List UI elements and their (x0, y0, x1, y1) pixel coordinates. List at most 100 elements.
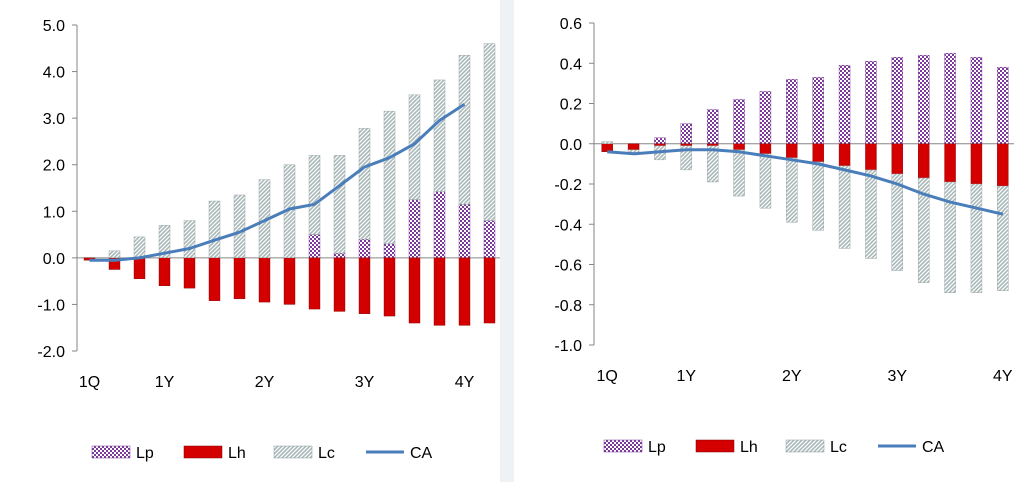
x-tick-label: 1Q (79, 374, 100, 391)
legend-label-lh: Lh (740, 439, 758, 456)
bar-lh (997, 143, 1009, 187)
x-tick-label: 4Y (455, 374, 475, 391)
bar-lc (158, 225, 171, 259)
bar-lh (627, 143, 640, 150)
right-chart-svg: 0.6 0.4 0.2 0.0 -0.2 -0.4 -0.6 -0.8 -1.0 1Q 1Y 2Y 3Y… (554, 16, 1014, 456)
y-tick-label: 0.6 (560, 16, 582, 33)
y-tick-label: 0.0 (43, 251, 65, 268)
bar-lp (308, 234, 321, 259)
legend-label-ca: CA (410, 445, 433, 462)
bar-lh (733, 143, 745, 150)
legend-lh-swatch-icon (695, 439, 735, 453)
bar-lp (733, 99, 745, 144)
bar-lc (108, 250, 121, 259)
bar-lc (601, 141, 613, 144)
y-tick-label: 0.4 (560, 56, 582, 73)
legend-label-lh: Lh (228, 445, 246, 462)
bar-lc (786, 157, 798, 223)
bar-lh (233, 257, 246, 300)
bar-lc (458, 55, 471, 205)
legend-label-lp: Lp (648, 439, 666, 456)
bar-lh (308, 257, 321, 310)
bar-lh (258, 257, 271, 303)
bar-lc (865, 169, 877, 259)
bar-lh (483, 257, 496, 324)
bar-lh (838, 143, 851, 167)
bar-lp (997, 67, 1009, 144)
y-tick-label: -1.0 (37, 297, 65, 314)
bar-lh (183, 257, 196, 289)
bar-lp (383, 243, 396, 259)
bar-lc (233, 194, 246, 259)
bar-lc (208, 200, 221, 259)
bar-lh (383, 257, 396, 317)
y-tick-label: -0.6 (554, 258, 582, 275)
bar-lc (997, 185, 1009, 291)
bar-lp (654, 137, 666, 144)
y-tick-label: 3.0 (43, 111, 65, 128)
bar-lc (706, 145, 719, 183)
bar-lc (733, 149, 745, 197)
bar-lh (283, 257, 296, 305)
bar-lc (970, 183, 983, 293)
y-tick-label: 5.0 (43, 18, 65, 35)
bar-lp (865, 61, 877, 144)
bar-lh (158, 257, 171, 287)
legend-label-lc: Lc (830, 439, 847, 456)
y-tick-label: 0.2 (560, 97, 582, 114)
bar-lh (208, 257, 221, 301)
bar-lh (970, 143, 983, 185)
y-tick-label: -0.2 (554, 177, 582, 194)
y-tick-label: -2.0 (37, 344, 65, 361)
x-tick-label: 1Q (597, 368, 618, 385)
ca-line (89, 102, 466, 262)
bar-lh (654, 143, 666, 146)
bar-lh (358, 257, 371, 314)
y-tick-label: 1.0 (43, 204, 65, 221)
bar-lc (917, 177, 930, 283)
legend-label-ca: CA (922, 439, 945, 456)
bar-lh (786, 143, 798, 159)
x-tick-label: 2Y (255, 374, 275, 391)
x-tick-label: 3Y (355, 374, 375, 391)
bar-lh (706, 143, 719, 146)
y-tick-label: -0.8 (554, 298, 582, 315)
bar-lp (408, 199, 421, 259)
bar-lp (483, 220, 496, 259)
bar-lp (786, 79, 798, 144)
bar-lh (917, 143, 930, 179)
bar-lh (333, 257, 346, 312)
bar-lc (133, 236, 146, 259)
bar-lc (680, 145, 693, 171)
legend-lp-swatch-icon (91, 445, 131, 459)
left-chart-svg: 5.0 4.0 3.0 2.0 1.0 0.0 -1.0 -2.0 1Q 1Y 2Y 3Y 4Y Lp Lh… (37, 18, 500, 462)
bar-lp (358, 239, 371, 259)
legend-lp-swatch-icon (603, 439, 643, 453)
left-chart-panel: 5.0 4.0 3.0 2.0 1.0 0.0 -1.0 -2.0 1Q 1Y 2Y 3Y 4Y Lp Lh… (0, 0, 500, 482)
bar-lh (891, 143, 904, 175)
bar-lc (433, 79, 446, 192)
bar-lc (838, 165, 851, 249)
legend-label-lp: Lp (136, 445, 154, 462)
y-tick-label: 4.0 (43, 65, 65, 82)
bar-lc (183, 220, 196, 259)
legend-lc-swatch-icon (785, 439, 825, 453)
bar-lp (944, 52, 956, 144)
bar-lh (458, 257, 471, 326)
x-tick-label: 1Y (677, 368, 697, 385)
bar-lc (383, 110, 396, 245)
bar-lc (358, 128, 371, 240)
bar-lp (970, 57, 983, 144)
bar-lh (759, 143, 772, 155)
bar-lp (812, 77, 824, 144)
bar-lp (838, 65, 851, 144)
bar-lp (891, 57, 904, 144)
bar-lp (680, 123, 693, 144)
bar-lp (706, 109, 719, 144)
y-tick-label: 2.0 (43, 158, 65, 175)
bar-lc (944, 181, 956, 293)
x-tick-label: 1Y (155, 374, 175, 391)
bar-lh (865, 143, 877, 171)
legend-lh-swatch-icon (183, 445, 223, 459)
bar-lp (433, 191, 446, 259)
